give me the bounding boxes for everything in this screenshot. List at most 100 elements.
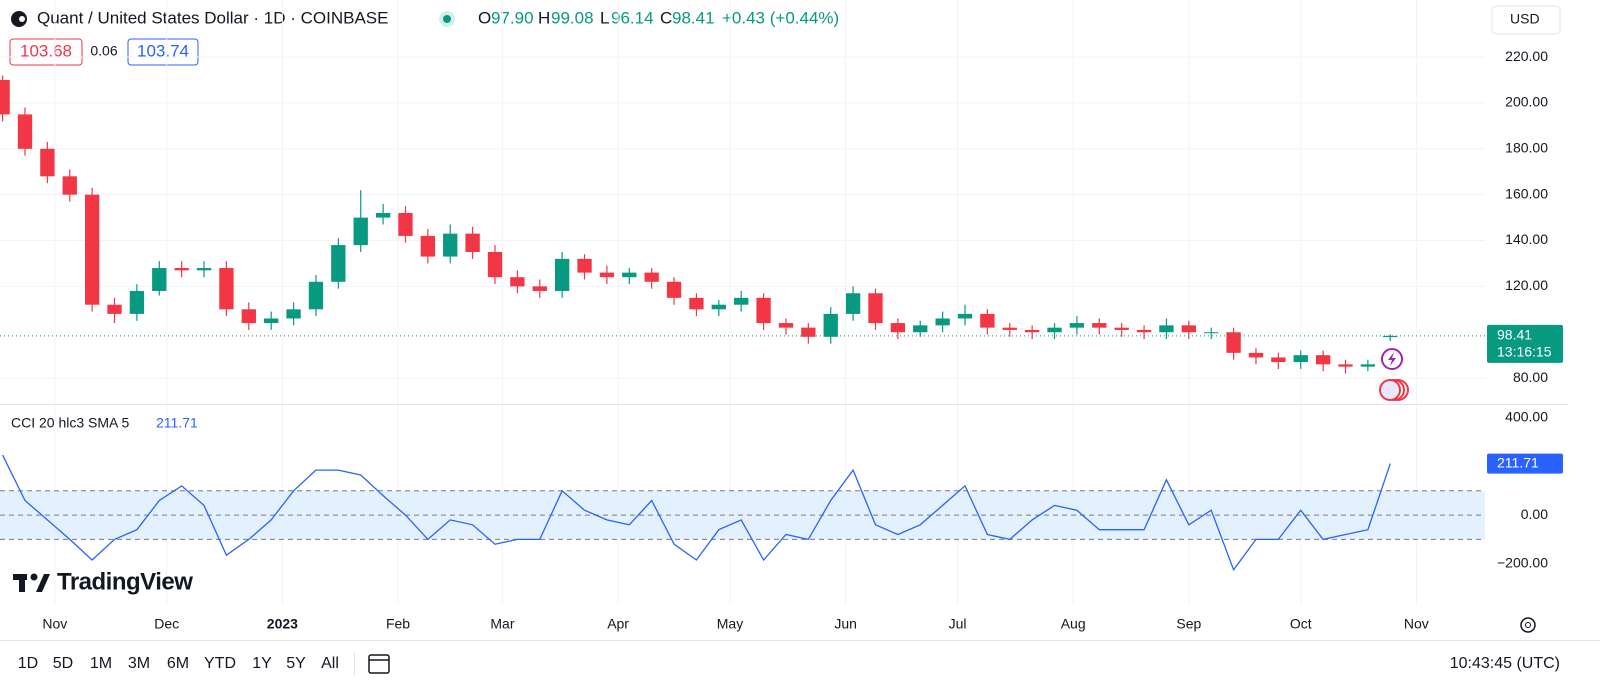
ohlc-value: 97.90 [491,8,534,27]
range-button[interactable]: 6M [167,655,189,672]
range-button[interactable]: YTD [204,655,236,672]
symbol-title: Quant / United States Dollar · 1D · COIN… [37,8,388,27]
candle-body [1248,352,1264,358]
x-tick-label: Dec [154,616,179,632]
y-tick-label: 200.00 [1505,94,1548,110]
candle-body [599,272,615,278]
candle-body [510,277,525,287]
candle-body [980,313,995,328]
candle-body [1181,325,1196,333]
candle-body [1114,327,1129,330]
range-icon[interactable] [368,654,390,674]
price-change: +0.43 (+0.44%) [722,8,839,27]
clock: 10:43:45 (UTC) [1450,655,1560,672]
candle-body [331,245,346,282]
tradingview-logo: TradingView [13,568,194,595]
candle-body [465,233,480,252]
candle-body [1338,364,1353,367]
ohlc-key: C [660,8,672,27]
ohlc-key: O [478,8,491,27]
indicator-value: 211.71 [156,415,198,431]
candle-body [778,323,794,328]
candle-body [1315,355,1331,365]
symbol-icon [11,11,27,27]
candle-body [935,318,950,326]
x-tick-label: Apr [607,616,629,632]
candle-body [1271,357,1286,363]
candle-body [734,297,749,305]
candle-body [711,304,726,310]
settings-icon[interactable] [1520,617,1536,633]
candle-body [62,176,77,195]
event-markers [1379,348,1409,401]
bid-box[interactable] [9,38,83,66]
y-tick-label: −200.00 [1497,554,1548,570]
candle-body [398,213,413,236]
candle-body [487,251,503,278]
candle-body [1092,323,1107,328]
y-tick-label: 0.00 [1521,506,1548,522]
candle-body [644,272,659,282]
x-tick-label: Feb [386,616,410,632]
candle-body [689,297,704,310]
candle-body [375,213,391,218]
x-tick-label: 2023 [267,616,298,632]
range-button[interactable]: 1Y [252,655,272,672]
candle-body [532,286,547,291]
candle-body [622,272,637,278]
candle-body [353,217,368,246]
x-tick-label: Jun [834,616,857,632]
y-tick-label: 120.00 [1505,277,1548,293]
last-price-label: 98.41 [1497,327,1532,343]
candle-body [1293,355,1308,363]
candle-body [1226,332,1241,353]
y-tick-label: 220.00 [1505,48,1548,64]
ohlc-value: 99.08 [551,8,594,27]
range-button[interactable]: 1M [90,655,112,672]
ohlc-value: 96.14 [611,8,654,27]
candle-body [1024,329,1040,333]
y-tick-label: 80.00 [1513,369,1548,385]
range-button[interactable]: All [321,655,339,672]
x-tick-label: Oct [1290,616,1312,632]
cci-tag [1487,453,1563,474]
candle-body [129,290,145,314]
candle-body [264,318,279,324]
candle-body [40,148,55,177]
cci-tag-label: 211.71 [1497,454,1539,470]
x-tick-label: May [717,616,743,632]
x-tick-label: Sep [1176,616,1201,632]
y-tick-label: 160.00 [1505,185,1548,201]
x-tick-label: Mar [490,616,514,632]
y-tick-label: 180.00 [1505,140,1548,156]
candle-body [308,281,324,310]
candle-body [286,309,301,319]
range-button[interactable]: 5Y [286,655,306,672]
ask-box[interactable] [127,38,199,66]
x-tick-label: Nov [42,616,67,632]
candle-body [219,268,234,310]
currency: USD [1510,11,1540,27]
currency-button[interactable] [1491,5,1561,35]
candle-body [845,293,861,314]
spread: 0.06 [90,43,117,59]
candle-body [443,233,458,257]
range-button[interactable]: 5D [53,655,73,672]
candle-body [823,313,838,337]
candle-body [420,235,436,257]
ohlc-value: 98.41 [672,8,715,27]
range-button[interactable]: 3M [128,655,150,672]
range-button[interactable]: 1D [18,655,38,672]
candle-body [756,297,771,324]
x-tick-label: Nov [1404,616,1429,632]
candle-body [1047,327,1062,333]
y-tick-label: 140.00 [1505,231,1548,247]
candle-body [17,114,33,149]
last-price-tag [1487,324,1563,363]
candle-body [913,325,928,333]
x-tick-label: Aug [1061,616,1086,632]
candle-body [1069,323,1085,328]
candle-body [152,268,167,291]
